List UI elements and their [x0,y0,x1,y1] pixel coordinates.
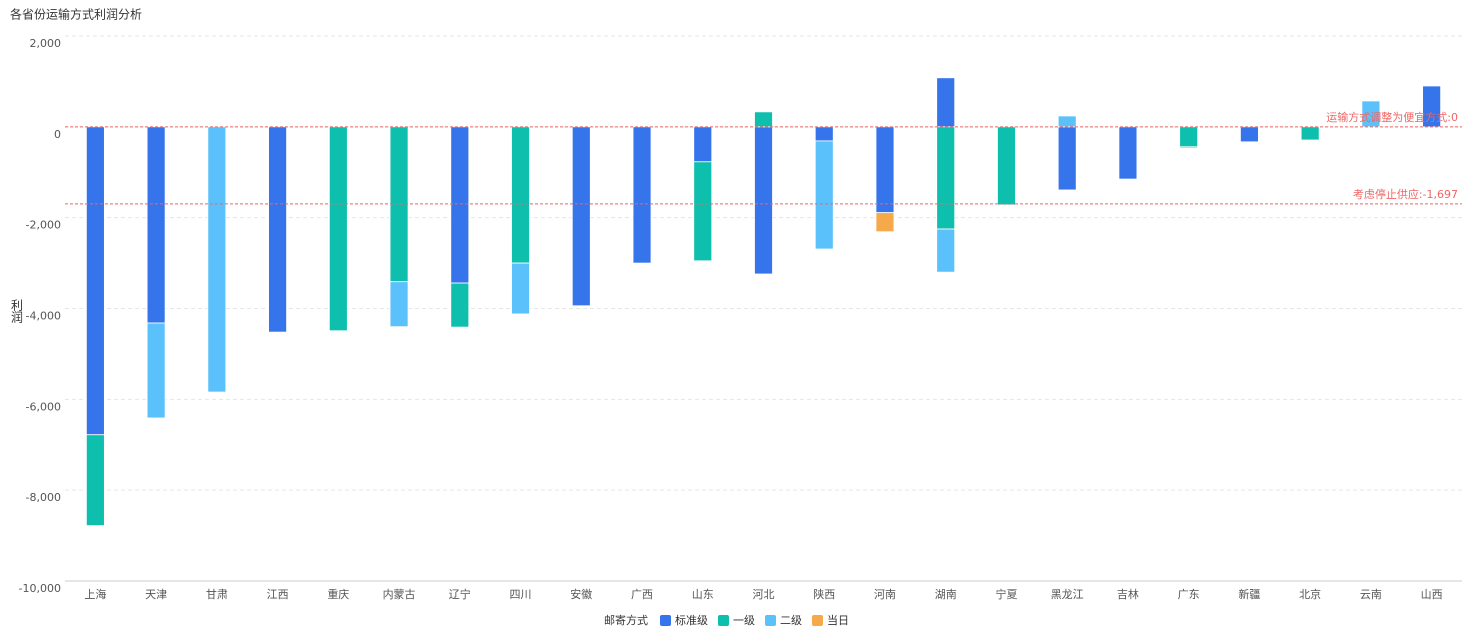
x-tick-label: 新疆 [1238,587,1260,601]
bar-segment [268,126,287,333]
bar-segment [1057,115,1077,128]
y-tick-label: -2,000 [26,219,61,232]
bar-segment [693,126,713,163]
x-tick-label: 天津 [145,588,167,601]
x-tick-label: 河北 [753,588,775,601]
y-tick-label: -4,000 [26,310,61,323]
x-tick-label: 广东 [1178,588,1200,601]
bar-segment [85,126,105,436]
x-tick-label: 上海 [84,587,106,601]
bar-segment [754,126,773,275]
x-tick-label: 湖南 [935,588,957,601]
x-tick-label: 甘肃 [206,588,228,601]
legend-swatch [812,615,823,626]
x-tick-label: 江西 [267,588,289,601]
bar-segment [814,126,834,142]
bar-segment [146,322,166,419]
x-tick-label: 宁夏 [995,587,1017,601]
reference-label: 考虑停止供应:-1,697 [1353,187,1458,201]
y-tick-label: 0 [54,128,61,141]
x-tick-label: 广西 [631,588,653,601]
x-tick-label: 安徽 [570,587,592,601]
bar-segment [754,111,773,128]
y-axis-label: 利润 [10,299,24,323]
bar-segment [85,434,105,526]
legend-label: 当日 [827,613,849,627]
bar-segment [146,126,166,324]
x-tick-label: 北京 [1299,587,1321,601]
bar-segment [875,126,895,214]
bar-segment [450,126,470,284]
reference-label: 运输方式调整为便宜方式:0 [1326,110,1458,124]
bar-segment [328,126,348,332]
x-tick-label: 内蒙古 [383,587,416,601]
bar-segment [511,262,530,315]
legend-label: 标准级 [675,613,708,627]
bar-segment [450,282,470,328]
bar-segment [875,212,895,233]
y-tick-label: -10,000 [19,582,61,595]
y-tick-label: -8,000 [26,491,61,504]
x-tick-label: 山西 [1421,588,1443,601]
y-tick-label: -6,000 [26,400,61,413]
bar-segment [997,126,1016,206]
bar-segment [571,126,591,307]
x-tick-label: 云南 [1360,588,1382,601]
bar-segment [1057,126,1077,191]
bar-segment [389,281,409,328]
bar-segment [207,126,227,393]
bar-segment [1240,126,1259,143]
bar-segment [1179,146,1199,149]
bar-segment [1118,126,1138,180]
legend-title: 邮寄方式 [604,613,648,627]
bar-segment [1179,126,1199,148]
bar-segment [1300,126,1320,141]
bar-segment [632,126,652,264]
legend-swatch [765,615,776,626]
y-tick-label: 2,000 [30,37,62,50]
bar-segment [511,126,530,264]
bar-segment [814,140,834,250]
x-tick-label: 山东 [692,588,714,601]
x-tick-label: 黑龙江 [1051,588,1084,601]
x-tick-label: 陕西 [813,587,835,601]
x-tick-label: 辽宁 [449,587,471,601]
legend-label: 二级 [780,614,802,627]
legend-swatch [718,615,729,626]
bar-segment [693,161,713,262]
legend-label: 一级 [733,614,755,627]
bar-segment [936,126,956,230]
bar-segment [936,77,956,128]
bar-segment [936,228,956,273]
x-tick-label: 吉林 [1117,587,1139,601]
x-tick-label: 四川 [510,588,532,601]
chart-title: 各省份运输方式利润分析 [10,7,142,22]
legend-swatch [660,615,671,626]
x-tick-label: 重庆 [327,587,349,601]
x-tick-label: 河南 [874,588,896,601]
